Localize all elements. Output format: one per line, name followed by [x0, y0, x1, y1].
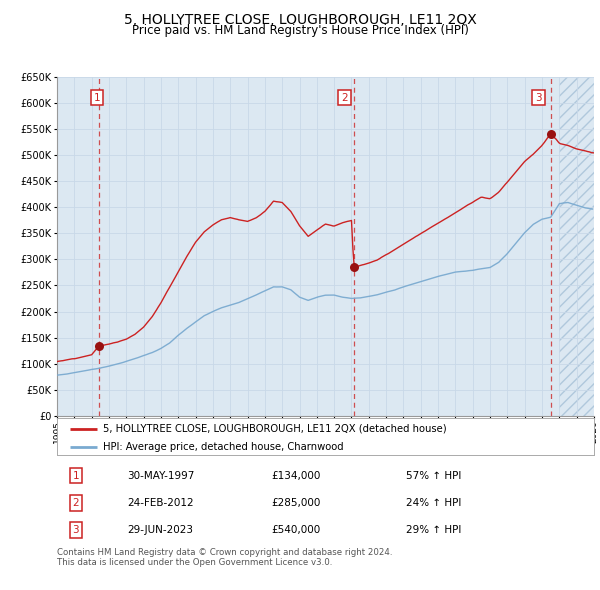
Text: 29% ↑ HPI: 29% ↑ HPI [406, 525, 461, 535]
Text: £285,000: £285,000 [272, 498, 321, 508]
Text: 24% ↑ HPI: 24% ↑ HPI [406, 498, 461, 508]
Text: 1: 1 [94, 93, 100, 103]
Text: £540,000: £540,000 [272, 525, 321, 535]
Text: 5, HOLLYTREE CLOSE, LOUGHBOROUGH, LE11 2QX (detached house): 5, HOLLYTREE CLOSE, LOUGHBOROUGH, LE11 2… [103, 424, 446, 434]
Text: 3: 3 [535, 93, 542, 103]
Text: 2: 2 [341, 93, 348, 103]
Text: £134,000: £134,000 [272, 471, 321, 480]
Text: HPI: Average price, detached house, Charnwood: HPI: Average price, detached house, Char… [103, 441, 343, 451]
Text: 29-JUN-2023: 29-JUN-2023 [127, 525, 193, 535]
Text: 1: 1 [73, 471, 79, 480]
Text: Price paid vs. HM Land Registry's House Price Index (HPI): Price paid vs. HM Land Registry's House … [131, 24, 469, 37]
Text: 5, HOLLYTREE CLOSE, LOUGHBOROUGH, LE11 2QX: 5, HOLLYTREE CLOSE, LOUGHBOROUGH, LE11 2… [124, 13, 476, 27]
Text: 24-FEB-2012: 24-FEB-2012 [127, 498, 193, 508]
Text: 2: 2 [73, 498, 79, 508]
Text: 57% ↑ HPI: 57% ↑ HPI [406, 471, 461, 480]
Text: 3: 3 [73, 525, 79, 535]
Text: Contains HM Land Registry data © Crown copyright and database right 2024.
This d: Contains HM Land Registry data © Crown c… [57, 548, 392, 567]
Text: 30-MAY-1997: 30-MAY-1997 [127, 471, 194, 480]
